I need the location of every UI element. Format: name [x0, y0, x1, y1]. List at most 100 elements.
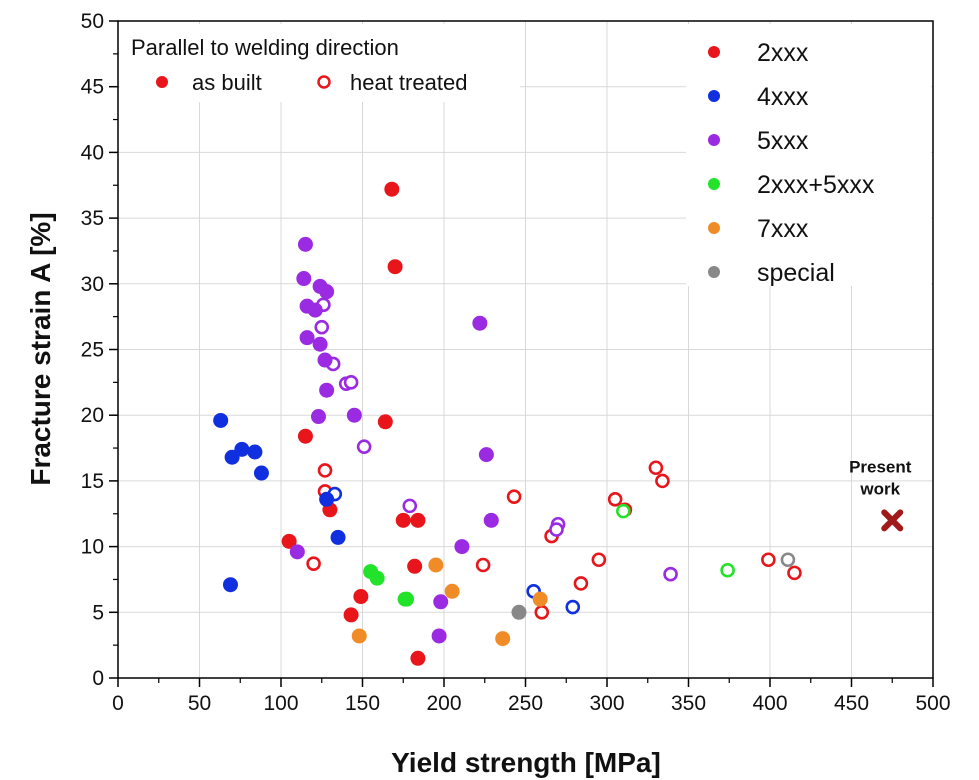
- point-5xxx-as-built: [319, 284, 335, 300]
- point-2xxx-as-built: [343, 607, 359, 623]
- y-tick-label: 0: [92, 667, 104, 690]
- point-5xxx-heat-treated: [663, 566, 678, 582]
- y-tick-label: 40: [81, 141, 104, 164]
- point-2xxx-heat-treated: [607, 491, 623, 507]
- x-tick-label: 250: [508, 692, 543, 715]
- present-work-x-marker-icon: [881, 509, 904, 532]
- x-tick-label: 0: [112, 692, 124, 715]
- legend-label-2xxx+5xxx: 2xxx+5xxx: [757, 171, 875, 199]
- point-2xxx-heat-treated: [475, 557, 491, 573]
- y-tick-label: 35: [81, 207, 104, 230]
- present-work-annotation: Present work: [849, 457, 912, 532]
- point-4xxx-as-built: [247, 444, 263, 460]
- point-4xxx-as-built: [213, 412, 229, 428]
- point-7xxx-as-built: [351, 628, 367, 644]
- x-tick-label: 400: [752, 692, 787, 715]
- point-2xxx-as-built: [395, 512, 411, 528]
- point-5xxx-as-built: [297, 236, 313, 252]
- heat-treated-label: heat treated: [350, 70, 467, 95]
- point-2xxx-as-built: [410, 650, 426, 666]
- point-7xxx-as-built: [444, 583, 460, 599]
- legend-marker-4xxx: [708, 90, 720, 102]
- point-2xxx-heat-treated: [787, 565, 802, 581]
- x-axis-title: Yield strength [MPa]: [391, 747, 661, 778]
- inset-legend-title: Parallel to welding direction: [131, 35, 399, 60]
- y-axis-title: Fracture strain A [%]: [25, 212, 56, 485]
- y-tick-label: 25: [81, 339, 104, 362]
- inset-legend-bg: [120, 24, 520, 102]
- x-tick-label: 300: [589, 692, 624, 715]
- point-2xxx-heat-treated: [317, 463, 333, 478]
- point-2xxx-heat-treated: [655, 473, 670, 489]
- point-5xxx-as-built: [299, 330, 315, 346]
- legend-marker-2xxx+5xxx: [708, 178, 720, 190]
- legend-label-2xxx: 2xxx: [757, 39, 809, 67]
- point-2xxx-heat-treated: [306, 556, 321, 571]
- point-special-as-built: [511, 604, 527, 620]
- legend-label-special: special: [757, 259, 835, 287]
- heat-treated-marker-icon: [317, 75, 331, 89]
- point-2xxx+5xxx-heat-treated: [720, 562, 735, 578]
- point-5xxx-as-built: [296, 271, 312, 287]
- as-built-marker-icon: [156, 76, 168, 88]
- point-special-heat-treated: [780, 552, 796, 568]
- legend-label-4xxx: 4xxx: [757, 83, 809, 111]
- x-tick-label: 100: [263, 692, 298, 715]
- point-2xxx-as-built: [281, 533, 297, 549]
- point-5xxx-as-built: [472, 315, 488, 331]
- legend-marker-2xxx: [708, 46, 720, 58]
- axis-ticks: 0 50 100 150 200 250 300 350 400 450 500 0 5 10 15 20 25…: [81, 10, 951, 715]
- point-4xxx-as-built: [253, 465, 269, 481]
- point-5xxx-as-built: [431, 628, 447, 644]
- legend-marker-7xxx: [708, 222, 720, 234]
- y-tick-label: 45: [81, 76, 104, 99]
- point-2xxx-as-built: [410, 512, 426, 528]
- point-5xxx-heat-treated: [356, 439, 372, 455]
- point-2xxx-heat-treated: [648, 460, 664, 476]
- point-2xxx-heat-treated: [506, 489, 522, 504]
- y-tick-label: 15: [81, 470, 104, 493]
- x-tick-label: 350: [671, 692, 706, 715]
- point-2xxx-heat-treated: [591, 552, 607, 568]
- y-tick-label: 5: [92, 601, 104, 624]
- point-5xxx-heat-treated: [343, 375, 359, 390]
- point-2xxx-as-built: [407, 558, 423, 574]
- point-2xxx-heat-treated: [761, 552, 776, 568]
- point-4xxx-as-built: [330, 529, 346, 545]
- as-built-label: as built: [192, 70, 262, 95]
- x-tick-label: 150: [345, 692, 380, 715]
- legend-marker-5xxx: [708, 134, 720, 146]
- point-2xxx-heat-treated: [534, 604, 550, 620]
- point-4xxx-as-built: [319, 491, 335, 507]
- point-5xxx-heat-treated: [402, 498, 418, 514]
- point-5xxx-as-built: [310, 409, 326, 425]
- point-5xxx-as-built: [346, 407, 362, 423]
- legend-label-7xxx: 7xxx: [757, 215, 809, 243]
- x-tick-label: 200: [426, 692, 461, 715]
- point-2xxx-heat-treated: [573, 576, 589, 591]
- x-tick-label: 450: [834, 692, 869, 715]
- point-7xxx-as-built: [428, 557, 444, 573]
- point-5xxx-as-built: [433, 594, 449, 610]
- point-5xxx-as-built: [317, 352, 333, 368]
- point-5xxx-as-built: [478, 447, 494, 463]
- y-tick-label: 20: [81, 404, 104, 427]
- point-5xxx-as-built: [312, 336, 328, 352]
- point-7xxx-as-built: [495, 631, 511, 647]
- series-legend-bg: [686, 24, 931, 286]
- x-tick-label: 500: [915, 692, 950, 715]
- point-5xxx-heat-treated: [549, 522, 564, 537]
- point-7xxx-as-built: [532, 591, 548, 607]
- point-2xxx-as-built: [377, 414, 393, 430]
- point-5xxx-heat-treated: [314, 319, 330, 335]
- inset-legend: Parallel to welding direction as built h…: [120, 24, 520, 102]
- legend-marker-special: [708, 266, 720, 278]
- point-5xxx-as-built: [483, 512, 499, 528]
- point-4xxx-heat-treated: [565, 599, 581, 615]
- x-marker-stroke-2: [881, 509, 904, 532]
- point-2xxx-as-built: [387, 259, 403, 275]
- point-2xxx-as-built: [384, 181, 400, 197]
- present-work-label-line2: work: [859, 479, 900, 498]
- series-legend: 2xxx 4xxx 5xxx 2xxx+5xxx 7xxx special: [686, 24, 931, 287]
